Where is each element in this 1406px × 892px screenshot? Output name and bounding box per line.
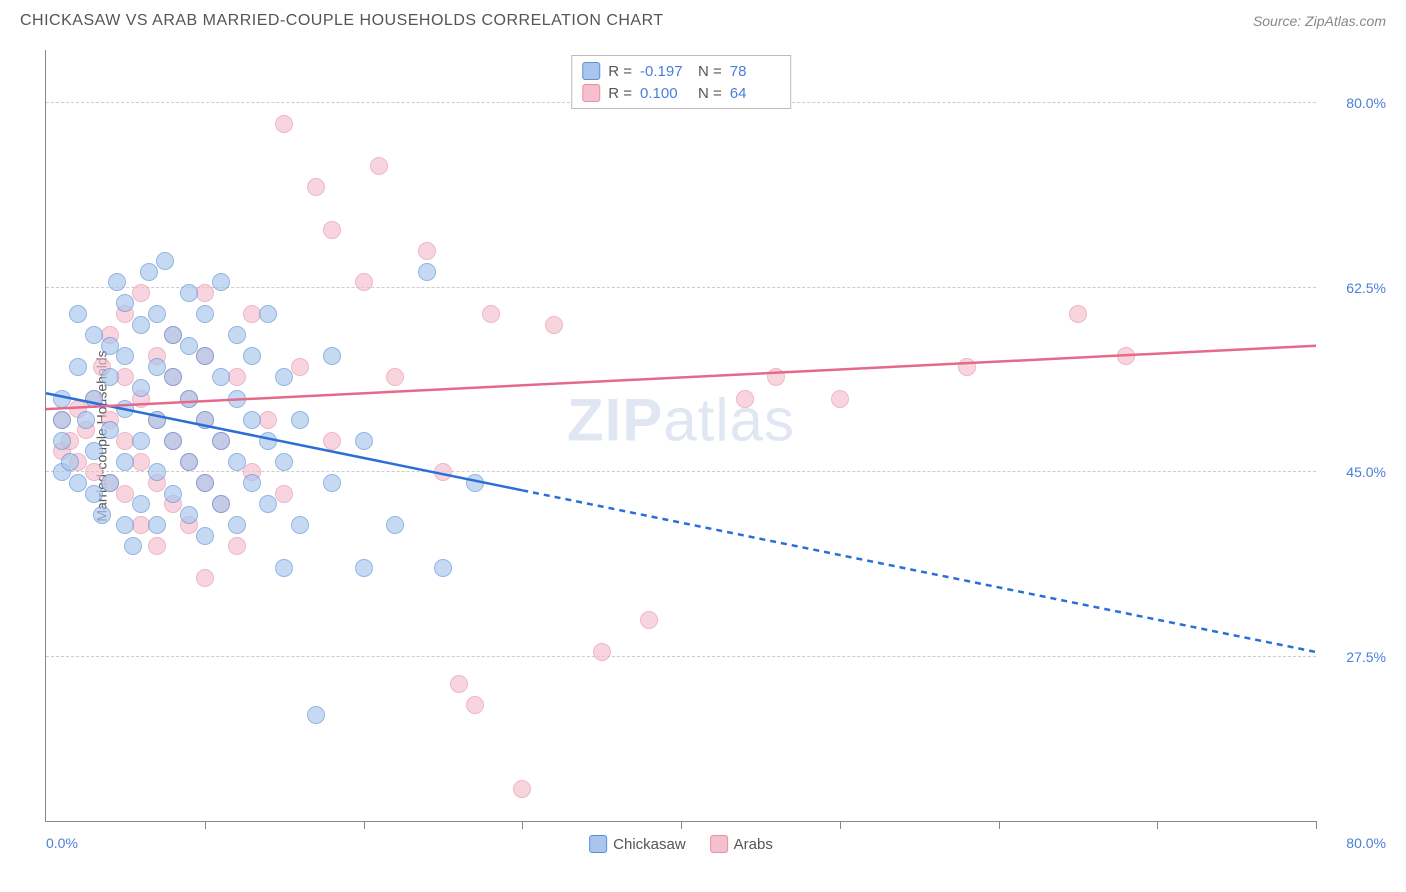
trendline bbox=[46, 346, 1316, 409]
legend-label-chickasaw: Chickasaw bbox=[613, 836, 686, 853]
x-axis-min-label: 0.0% bbox=[46, 835, 78, 851]
r-label: R = bbox=[608, 63, 632, 80]
n-label: N = bbox=[698, 63, 722, 80]
x-tick bbox=[205, 821, 206, 829]
source-attribution: Source: ZipAtlas.com bbox=[1253, 13, 1386, 29]
n-value-arabs: 64 bbox=[730, 85, 780, 102]
y-tick-label: 62.5% bbox=[1346, 280, 1386, 296]
y-tick-label: 27.5% bbox=[1346, 649, 1386, 665]
legend-item-chickasaw: Chickasaw bbox=[589, 835, 686, 853]
swatch-arabs bbox=[710, 835, 728, 853]
legend-label-arabs: Arabs bbox=[734, 836, 773, 853]
x-tick bbox=[522, 821, 523, 829]
trendlines-svg bbox=[46, 50, 1316, 821]
n-label: N = bbox=[698, 85, 722, 102]
x-tick bbox=[840, 821, 841, 829]
source-name: ZipAtlas.com bbox=[1305, 13, 1386, 29]
swatch-chickasaw bbox=[582, 62, 600, 80]
x-tick bbox=[1157, 821, 1158, 829]
y-tick-label: 45.0% bbox=[1346, 464, 1386, 480]
r-label: R = bbox=[608, 85, 632, 102]
source-prefix: Source: bbox=[1253, 13, 1305, 29]
x-tick bbox=[681, 821, 682, 829]
legend-item-arabs: Arabs bbox=[710, 835, 773, 853]
r-value-chickasaw: -0.197 bbox=[640, 63, 690, 80]
y-tick-label: 80.0% bbox=[1346, 95, 1386, 111]
stats-box: R = -0.197 N = 78 R = 0.100 N = 64 bbox=[571, 55, 791, 109]
chart-container: Married-couple Households ZIPatlas 27.5%… bbox=[45, 50, 1316, 822]
r-value-arabs: 0.100 bbox=[640, 85, 690, 102]
swatch-arabs bbox=[582, 84, 600, 102]
trendline bbox=[522, 490, 1316, 652]
n-value-chickasaw: 78 bbox=[730, 63, 780, 80]
trendline bbox=[46, 393, 522, 490]
bottom-legend: Chickasaw Arabs bbox=[589, 835, 773, 853]
x-tick bbox=[364, 821, 365, 829]
stats-row-chickasaw: R = -0.197 N = 78 bbox=[582, 60, 780, 82]
stats-row-arabs: R = 0.100 N = 64 bbox=[582, 82, 780, 104]
x-axis-max-label: 80.0% bbox=[1346, 835, 1386, 851]
chart-title: CHICKASAW VS ARAB MARRIED-COUPLE HOUSEHO… bbox=[20, 12, 664, 30]
chart-header: CHICKASAW VS ARAB MARRIED-COUPLE HOUSEHO… bbox=[0, 0, 1406, 38]
x-tick bbox=[1316, 821, 1317, 829]
x-tick bbox=[999, 821, 1000, 829]
swatch-chickasaw bbox=[589, 835, 607, 853]
